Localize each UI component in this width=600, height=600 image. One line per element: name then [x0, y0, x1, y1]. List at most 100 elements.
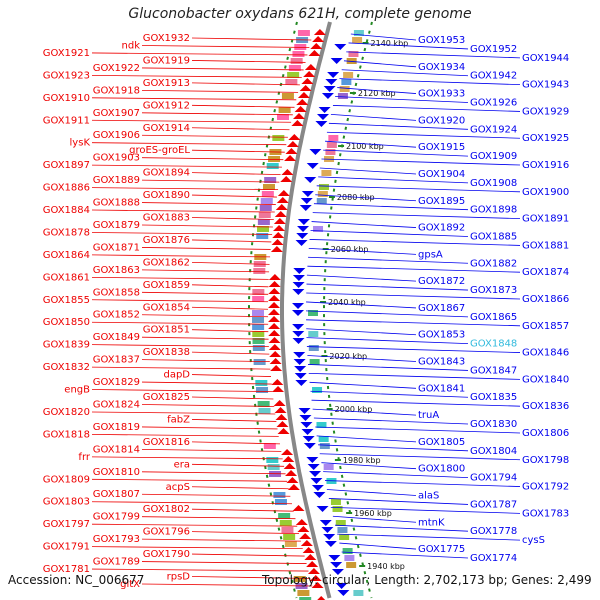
right-leader-line [308, 372, 521, 380]
gene-category-block [339, 534, 350, 540]
reverse-gene-arrow [323, 534, 336, 540]
right-leader-line [312, 212, 521, 220]
gene-category-block [287, 72, 300, 78]
gene-category-block [342, 548, 353, 554]
left-leader-line [141, 45, 310, 48]
left-gene-label: rpsD [167, 572, 191, 583]
right-gene-label: GOX1774 [470, 553, 517, 564]
forward-gene-arrow [276, 197, 289, 203]
gene-category-block [252, 317, 265, 323]
reverse-gene-arrow [292, 324, 305, 330]
gene-category-block [318, 436, 329, 442]
gene-category-block [273, 492, 286, 498]
right-leader-line [313, 203, 469, 211]
gene-category-block [257, 226, 270, 232]
right-gene-label: GOX1881 [522, 240, 569, 251]
left-gene-label: GOX1919 [143, 55, 190, 66]
right-leader-line [343, 60, 417, 68]
right-leader-line [328, 498, 469, 505]
forward-gene-arrow [299, 533, 312, 539]
left-gene-label: GOX1809 [43, 474, 90, 485]
left-gene-label: GOX1802 [143, 504, 190, 515]
kbp-marker-label: 1980 kbp [343, 456, 381, 465]
gene-category-block [253, 268, 266, 274]
forward-gene-arrow [268, 337, 281, 343]
gene-category-block [252, 345, 265, 351]
left-gene-label: GOX1861 [43, 272, 90, 283]
gene-category-block [260, 198, 273, 204]
left-gene-label: GOX1829 [93, 377, 140, 388]
reverse-gene-arrow [292, 303, 305, 309]
right-gene-label: GOX1953 [418, 35, 465, 46]
right-leader-line [305, 310, 469, 318]
gene-category-block [258, 408, 271, 414]
gene-category-block [323, 464, 334, 470]
gene-category-block [279, 520, 292, 526]
left-leader-line [141, 561, 307, 564]
gene-category-block [252, 289, 265, 295]
left-leader-lines [91, 37, 313, 587]
left-leader-line [141, 538, 301, 542]
forward-gene-arrow [286, 477, 299, 483]
right-gene-label: GOX1943 [522, 80, 569, 91]
gene-category-block [272, 135, 285, 141]
right-leader-line [318, 444, 469, 452]
left-leader-line [141, 179, 280, 183]
reverse-gene-arrow [299, 415, 312, 421]
reverse-gene-arrow [293, 268, 306, 274]
right-gene-labels: GOX1953 GOX1952 GOX1944 GOX1934 GOX1942 GOX19… [418, 35, 569, 564]
right-leader-line [325, 140, 417, 148]
right-gene-label: GOX1800 [418, 464, 465, 475]
gene-category-block [278, 513, 291, 519]
forward-gene-arrow [276, 421, 289, 427]
reverse-gene-arrow [293, 352, 306, 358]
reverse-gene-arrow [297, 226, 310, 232]
left-gene-label: GOX1852 [93, 310, 140, 321]
forward-gene-arrow [295, 519, 308, 525]
left-gene-label: gltX [120, 579, 140, 590]
gene-category-block [297, 590, 310, 596]
right-leader-line [307, 364, 469, 371]
left-gene-label: GOX1793 [93, 534, 140, 545]
right-leader-line [348, 42, 469, 50]
right-gene-label: GOX1924 [470, 124, 517, 135]
reverse-gene-arrow [292, 275, 305, 281]
left-gene-label: GOX1907 [93, 108, 140, 119]
left-leader-line [141, 247, 271, 250]
forward-gene-arrow [268, 281, 281, 287]
left-gene-label: GOX1851 [143, 325, 190, 336]
reverse-gene-arrow [321, 93, 334, 99]
gene-category-block [266, 163, 279, 169]
left-leader-line [141, 336, 269, 340]
reverse-gene-arrow [300, 198, 313, 204]
left-gene-label: GOX1862 [143, 257, 190, 268]
forward-gene-arrow [284, 155, 297, 161]
forward-gene-arrow [302, 547, 315, 553]
left-leader-line [191, 217, 274, 220]
left-gene-label: GOX1810 [93, 467, 140, 478]
gene-category-block [353, 590, 364, 596]
left-leader-line [91, 52, 308, 56]
forward-gene-arrow [312, 36, 325, 42]
gene-category-block [262, 184, 275, 190]
right-gene-label: GOX1873 [470, 285, 517, 296]
left-gene-label: engB [64, 385, 90, 396]
left-leader-line [191, 37, 312, 41]
gene-category-block [313, 226, 324, 232]
left-gene-label: GOX1790 [143, 549, 190, 560]
right-leader-line [306, 292, 521, 300]
gene-category-block [325, 149, 336, 155]
right-leader-line [332, 515, 417, 523]
right-gene-label: GOX1853 [418, 330, 465, 341]
left-gene-label: GOX1781 [43, 564, 90, 575]
forward-gene-arrow [274, 211, 287, 217]
gene-category-block [258, 212, 271, 218]
left-leader-line [191, 149, 285, 153]
right-gene-label: GOX1904 [418, 169, 465, 180]
gene-category-block [257, 401, 270, 407]
right-gene-label: mtnK [418, 517, 445, 528]
right-gene-label: GOX1804 [470, 446, 517, 457]
reverse-gene-arrow [337, 590, 350, 596]
left-gene-label: GOX1799 [93, 512, 140, 523]
